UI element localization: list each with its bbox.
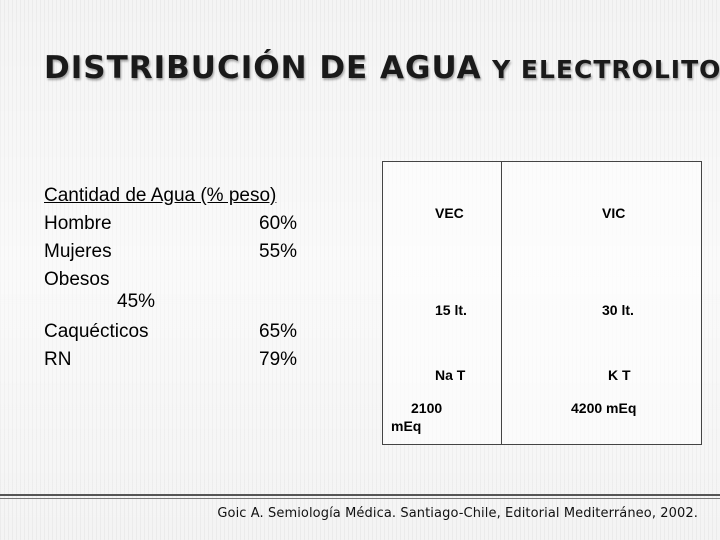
vic-volume: 30 lt.: [602, 302, 634, 318]
list-item-rn: RN 79%: [44, 346, 344, 374]
list-item-label: Caquécticos: [44, 321, 149, 342]
list-item-caquecticos: Caquécticos 65%: [44, 318, 344, 346]
list-item-label: Mujeres: [44, 241, 112, 262]
title-part-2: Y ELECTROLITOS: [492, 55, 720, 84]
vic-meq: 4200 mEq: [571, 400, 637, 416]
list-item-hombre: Hombre 60%: [44, 210, 344, 238]
list-item-obesos: Obesos 45%: [44, 266, 344, 318]
vec-meq: 2100 mEq: [391, 400, 443, 434]
list-item-label: RN: [44, 349, 72, 370]
vic-ion: K T: [608, 367, 631, 383]
list-item-value: 55%: [259, 241, 298, 262]
list-item-label: Obesos: [44, 269, 110, 290]
citation: Goic A. Semiología Médica. Santiago-Chil…: [217, 506, 698, 521]
footer-divider: [0, 494, 720, 499]
title-part-1: DISTRIBUCIÓN DE AGUA: [44, 50, 482, 86]
slide-title: DISTRIBUCIÓN DE AGUA Y ELECTROLITOS: [44, 50, 720, 86]
list-item-value: 65%: [259, 321, 298, 342]
list-item-value: 79%: [259, 349, 298, 370]
vec-heading: VEC: [435, 205, 464, 221]
compartment-table: VEC VIC 15 lt. 30 lt. Na T K T 2100 mEq …: [382, 161, 702, 445]
vec-volume: 15 lt.: [435, 302, 467, 318]
list-item-value: 60%: [259, 213, 298, 234]
vic-heading: VIC: [602, 205, 626, 221]
list-item-mujeres: Mujeres 55%: [44, 238, 344, 266]
list-item-value: 45%: [117, 291, 156, 312]
water-content-list: Cantidad de Agua (% peso) Hombre 60% Muj…: [44, 182, 344, 374]
list-header: Cantidad de Agua (% peso): [44, 185, 277, 206]
table-divider: [501, 162, 502, 444]
vec-ion: Na T: [435, 367, 466, 383]
list-item-label: Hombre: [44, 213, 112, 234]
